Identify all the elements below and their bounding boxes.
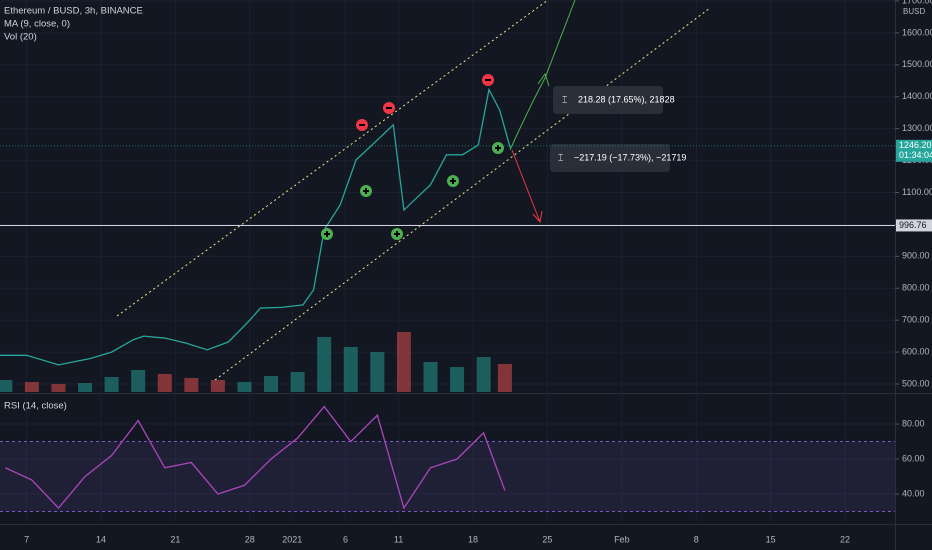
volume-bar xyxy=(497,364,512,392)
x-tick-label: 22 xyxy=(840,534,850,544)
measure-icon: ⌶ xyxy=(558,152,563,162)
volume-bar xyxy=(24,382,39,392)
symbol-title: Ethereum / BUSD, 3h, BINANCE xyxy=(4,6,143,17)
currency-label: BUSD xyxy=(903,7,925,16)
series-line xyxy=(5,405,506,510)
volume-bar xyxy=(157,374,172,392)
y-tick-label: 1600.00 xyxy=(902,27,932,37)
volume-bar xyxy=(290,372,305,392)
rsi-legend: RSI (14, close) xyxy=(4,401,67,412)
volume-bar xyxy=(0,380,13,392)
series-line xyxy=(0,87,511,366)
y-tick-label: 60.00 xyxy=(902,453,925,463)
x-tick-label: Feb xyxy=(614,534,630,544)
volume-bar xyxy=(51,384,66,392)
volume-bar xyxy=(423,362,438,392)
volume-bar xyxy=(78,383,93,392)
volume-bar xyxy=(184,378,199,392)
y-tick-label: 900.00 xyxy=(902,251,930,261)
volume-bar xyxy=(343,347,358,392)
volume-bar xyxy=(210,380,225,392)
level-label: 996.76 xyxy=(899,220,927,230)
x-tick-label: 21 xyxy=(170,534,180,544)
volume-bar xyxy=(476,357,491,392)
measure-icon: ⌶ xyxy=(562,94,567,104)
x-tick-label: 15 xyxy=(766,534,776,544)
level-tag xyxy=(896,219,932,232)
volume-bar xyxy=(396,332,411,392)
markers xyxy=(321,74,504,240)
x-tick-label: 14 xyxy=(96,534,106,544)
y-tick-label: 1400.00 xyxy=(902,91,932,101)
volume-bar xyxy=(104,377,119,392)
y-tick-label: 500.00 xyxy=(902,378,930,388)
arrow-up xyxy=(509,0,576,151)
volume-bar xyxy=(264,376,279,392)
price-label: 1246.20 xyxy=(899,140,932,150)
x-tick-label: 25 xyxy=(542,534,552,544)
measure-box xyxy=(553,86,663,114)
x-tick-label: 7 xyxy=(24,534,29,544)
vol-legend: Vol (20) xyxy=(4,32,37,43)
volume-bar xyxy=(131,370,146,392)
volume-bar xyxy=(450,367,465,392)
measure-box xyxy=(550,144,670,172)
measure-label: 218.28 (17.65%), 21828 xyxy=(578,94,675,104)
arrow-down xyxy=(511,149,541,223)
x-tick-label: 8 xyxy=(694,534,699,544)
x-tick-label: 6 xyxy=(343,534,348,544)
volume-bar xyxy=(370,352,385,392)
countdown-label: 01:34:04 xyxy=(899,150,932,160)
y-tick-label: 800.00 xyxy=(902,283,930,293)
rsi-band xyxy=(0,441,895,512)
y-tick-label: 600.00 xyxy=(902,346,930,356)
y-tick-label: 1100.00 xyxy=(902,187,932,197)
price-tag xyxy=(896,139,932,162)
y-tick-label: 1500.00 xyxy=(902,59,932,69)
channel-lower xyxy=(214,7,711,381)
x-tick-label: 18 xyxy=(468,534,478,544)
arrow-head xyxy=(537,72,550,87)
y-tick-label: 40.00 xyxy=(902,488,925,498)
ma-legend: MA (9, close, 0) xyxy=(4,19,70,30)
measure-label: −217.19 (−17.73%), −21719 xyxy=(574,152,686,162)
arrow-head xyxy=(532,210,543,224)
y-tick-label: 1700.00 xyxy=(902,0,932,5)
y-tick-label: 700.00 xyxy=(902,315,930,325)
volume-bar xyxy=(237,382,252,392)
channel-upper xyxy=(116,0,549,317)
y-tick-label: 80.00 xyxy=(902,418,925,428)
x-tick-label: 11 xyxy=(394,534,403,544)
x-tick-label: 2021 xyxy=(282,534,302,544)
x-tick-label: 28 xyxy=(245,534,255,544)
volume-bar xyxy=(317,337,332,392)
y-tick-label: 1300.00 xyxy=(902,123,932,133)
